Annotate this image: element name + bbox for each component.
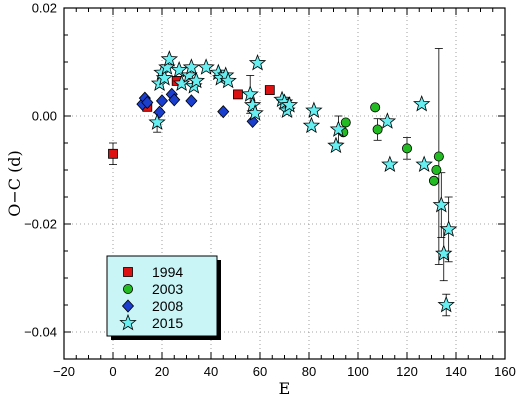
data-point-2015 — [415, 155, 433, 172]
data-point-2015 — [437, 295, 455, 313]
legend-label: 2008 — [152, 298, 183, 314]
data-point-2015 — [219, 71, 237, 89]
legend-label: 2003 — [152, 281, 183, 297]
x-tick-label: 20 — [155, 364, 169, 379]
x-tick-label: 160 — [494, 364, 516, 379]
data-point-2015 — [243, 96, 262, 113]
x-tick-label: 60 — [253, 364, 267, 379]
y-axis-title: O−C (d) — [5, 150, 24, 217]
plot-frame — [63, 7, 506, 360]
data-point-2003 — [340, 117, 351, 128]
data-point-2015 — [413, 94, 431, 112]
data-point-1994 — [264, 85, 275, 95]
data-point-2003 — [428, 175, 439, 186]
data-point-2015 — [148, 113, 166, 130]
x-tick-label: 100 — [347, 364, 369, 379]
data-point-2015 — [172, 74, 191, 91]
data-point-2008 — [217, 105, 230, 119]
data-point-2015 — [182, 58, 201, 75]
data-point-2003 — [431, 164, 442, 175]
data-point-2008 — [185, 94, 198, 108]
x-tick-label: 40 — [204, 364, 218, 379]
data-point-2003 — [433, 151, 444, 162]
data-point-2015 — [432, 195, 450, 213]
data-point-2015 — [187, 71, 205, 89]
data-point-2003 — [370, 102, 381, 113]
axis-ticks — [63, 7, 506, 359]
x-tick-label: 0 — [109, 364, 116, 379]
data-point-2015 — [160, 50, 179, 67]
data-point-2015 — [170, 60, 188, 78]
y-tick-label: −0.02 — [24, 217, 57, 232]
data-point-2008 — [141, 95, 154, 110]
legend-marker-2003 — [123, 283, 134, 294]
y-tick-labels: −0.04 −0.02 0.00 0.02 — [24, 1, 57, 340]
data-point-2015 — [246, 104, 264, 121]
data-point-2003 — [401, 143, 412, 154]
data-point-2015 — [378, 112, 397, 129]
x-tick-labels: −20 0 20 40 60 80 100 120 140 160 — [53, 364, 516, 379]
data-point-2015 — [241, 85, 259, 102]
data-point-2003 — [372, 124, 383, 135]
data-point-1994 — [108, 148, 118, 159]
data-point-2008 — [155, 94, 169, 108]
data-point-2015 — [197, 58, 215, 75]
data-point-2015 — [439, 220, 458, 237]
x-tick-label: 120 — [396, 364, 418, 379]
y-tick-label: 0.00 — [32, 109, 57, 124]
legend-marker-2008 — [121, 299, 135, 313]
legend-label: 1994 — [152, 264, 183, 280]
data-point-2015 — [305, 101, 323, 118]
data-point-2015 — [280, 96, 299, 113]
x-axis-title: E — [279, 379, 291, 398]
x-tick-label: −20 — [53, 364, 75, 379]
data-point-2015 — [302, 116, 321, 134]
data-point-2008 — [168, 93, 181, 107]
x-tick-label: 140 — [445, 364, 467, 379]
y-tick-label: 0.02 — [32, 1, 57, 16]
data-point-2015 — [435, 244, 453, 262]
data-point-1994 — [233, 89, 243, 100]
data-point-2015 — [329, 120, 348, 137]
data-point-2015 — [381, 155, 399, 172]
legend-label: 2015 — [152, 315, 183, 331]
y-tick-label: −0.04 — [24, 325, 57, 340]
data-point-2015 — [327, 136, 345, 154]
data-markers — [108, 50, 458, 313]
legend-marker-2015 — [119, 313, 137, 331]
legend-marker-1994 — [123, 267, 133, 277]
data-point-2015 — [248, 53, 267, 71]
x-tick-label: 80 — [302, 364, 316, 379]
data-point-2015 — [155, 69, 174, 86]
data-point-2008 — [246, 114, 259, 128]
